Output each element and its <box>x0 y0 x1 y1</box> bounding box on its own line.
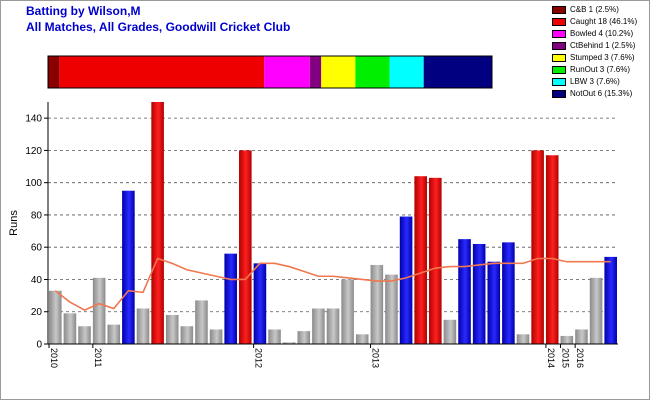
innings-bar <box>282 342 296 344</box>
innings-bar <box>516 334 530 344</box>
innings-bar <box>575 329 588 344</box>
innings-bar <box>355 334 369 344</box>
innings-bar <box>560 335 574 344</box>
innings-bar <box>589 277 603 344</box>
innings-bar <box>136 308 150 344</box>
stack-segment-caught <box>59 56 265 88</box>
year-label: 2016 <box>575 348 585 368</box>
year-label: 2012 <box>254 348 264 368</box>
stack-outline <box>47 55 493 89</box>
stack-segment-c&b <box>48 56 60 88</box>
legend-label: Caught 18 (46.1%) <box>570 17 638 26</box>
innings-bar <box>414 176 427 344</box>
innings-bar <box>78 326 91 344</box>
innings-bar <box>63 313 77 344</box>
innings-bar <box>487 261 501 344</box>
legend-item: Caught 18 (46.1%) <box>552 16 637 28</box>
innings-bar <box>604 256 617 344</box>
dismissal-legend: C&B 1 (2.5%) Caught 18 (46.1%) Bowled 4 (1… <box>552 4 637 100</box>
legend-swatch <box>552 18 566 26</box>
y-tick-label: 40 <box>31 275 43 286</box>
innings-bar <box>429 177 442 344</box>
innings-bar <box>107 324 121 344</box>
chart-title: Batting by Wilson,M <box>26 4 141 18</box>
year-label: 2014 <box>546 348 556 368</box>
innings-bar <box>151 102 164 344</box>
year-label: 2010 <box>49 348 59 368</box>
innings-bar <box>165 314 179 344</box>
innings-bar <box>224 253 237 344</box>
legend-item: CtBehind 1 (2.5%) <box>552 40 637 52</box>
year-label: 2015 <box>561 348 571 368</box>
innings-bar <box>399 216 413 344</box>
innings-bar <box>122 190 135 344</box>
innings-bar <box>502 242 515 344</box>
y-tick-label: 120 <box>25 146 42 157</box>
stack-segment-stumped <box>321 56 356 88</box>
chart-subtitle: All Matches, All Grades, Goodwill Cricke… <box>26 20 291 34</box>
legend-swatch <box>552 30 566 38</box>
legend-item: RunOut 3 (7.6%) <box>552 64 637 76</box>
legend-label: Bowled 4 (10.2%) <box>570 29 634 38</box>
legend-label: LBW 3 (7.6%) <box>570 77 620 86</box>
legend-label: NotOut 6 (15.3%) <box>570 89 633 98</box>
legend-item: NotOut 6 (15.3%) <box>552 88 637 100</box>
legend-swatch <box>552 78 566 86</box>
legend-item: Stumped 3 (7.6%) <box>552 52 637 64</box>
stack-segment-runout <box>355 56 390 88</box>
legend-swatch <box>552 42 566 50</box>
innings-bar <box>531 150 544 344</box>
innings-bar <box>458 239 471 344</box>
legend-label: Stumped 3 (7.6%) <box>570 53 635 62</box>
innings-bar <box>545 155 559 344</box>
legend-label: C&B 1 (2.5%) <box>570 5 619 14</box>
innings-bar <box>370 264 384 344</box>
y-tick-label: 100 <box>25 178 42 189</box>
year-label: 2011 <box>93 348 103 367</box>
innings-bar <box>268 329 281 344</box>
y-tick-label: 20 <box>31 307 43 318</box>
innings-bar <box>326 308 340 344</box>
innings-bar <box>92 277 106 344</box>
innings-bar <box>195 300 208 344</box>
innings-bar <box>312 308 325 344</box>
innings-bar <box>49 290 62 344</box>
legend-swatch <box>552 54 566 62</box>
y-tick-label: 140 <box>25 114 42 125</box>
innings-bar <box>472 243 486 344</box>
legend-label: CtBehind 1 (2.5%) <box>570 41 636 50</box>
innings-bar <box>443 319 457 344</box>
stack-segment-ctbehind <box>309 56 322 88</box>
innings-bar <box>239 150 252 344</box>
legend-item: Bowled 4 (10.2%) <box>552 28 637 40</box>
legend-swatch <box>552 66 566 74</box>
legend-label: RunOut 3 (7.6%) <box>570 65 631 74</box>
stack-segment-bowled <box>264 56 310 88</box>
innings-bar <box>180 326 194 344</box>
y-tick-label: 0 <box>36 340 42 351</box>
legend-item: LBW 3 (7.6%) <box>552 76 637 88</box>
stack-segment-notout <box>423 56 492 88</box>
year-label: 2013 <box>371 348 381 368</box>
innings-bar <box>341 279 354 344</box>
legend-swatch <box>552 6 566 14</box>
innings-bar <box>385 274 398 344</box>
innings-bar <box>297 331 311 344</box>
innings-bar <box>253 263 267 344</box>
y-axis-label: Runs <box>8 210 20 236</box>
y-tick-label: 80 <box>31 210 43 221</box>
stack-segment-lbw <box>389 56 424 88</box>
innings-bar <box>209 329 223 344</box>
legend-item: C&B 1 (2.5%) <box>552 4 637 16</box>
y-tick-label: 60 <box>31 243 43 254</box>
legend-swatch <box>552 90 566 98</box>
average-line <box>54 257 611 312</box>
